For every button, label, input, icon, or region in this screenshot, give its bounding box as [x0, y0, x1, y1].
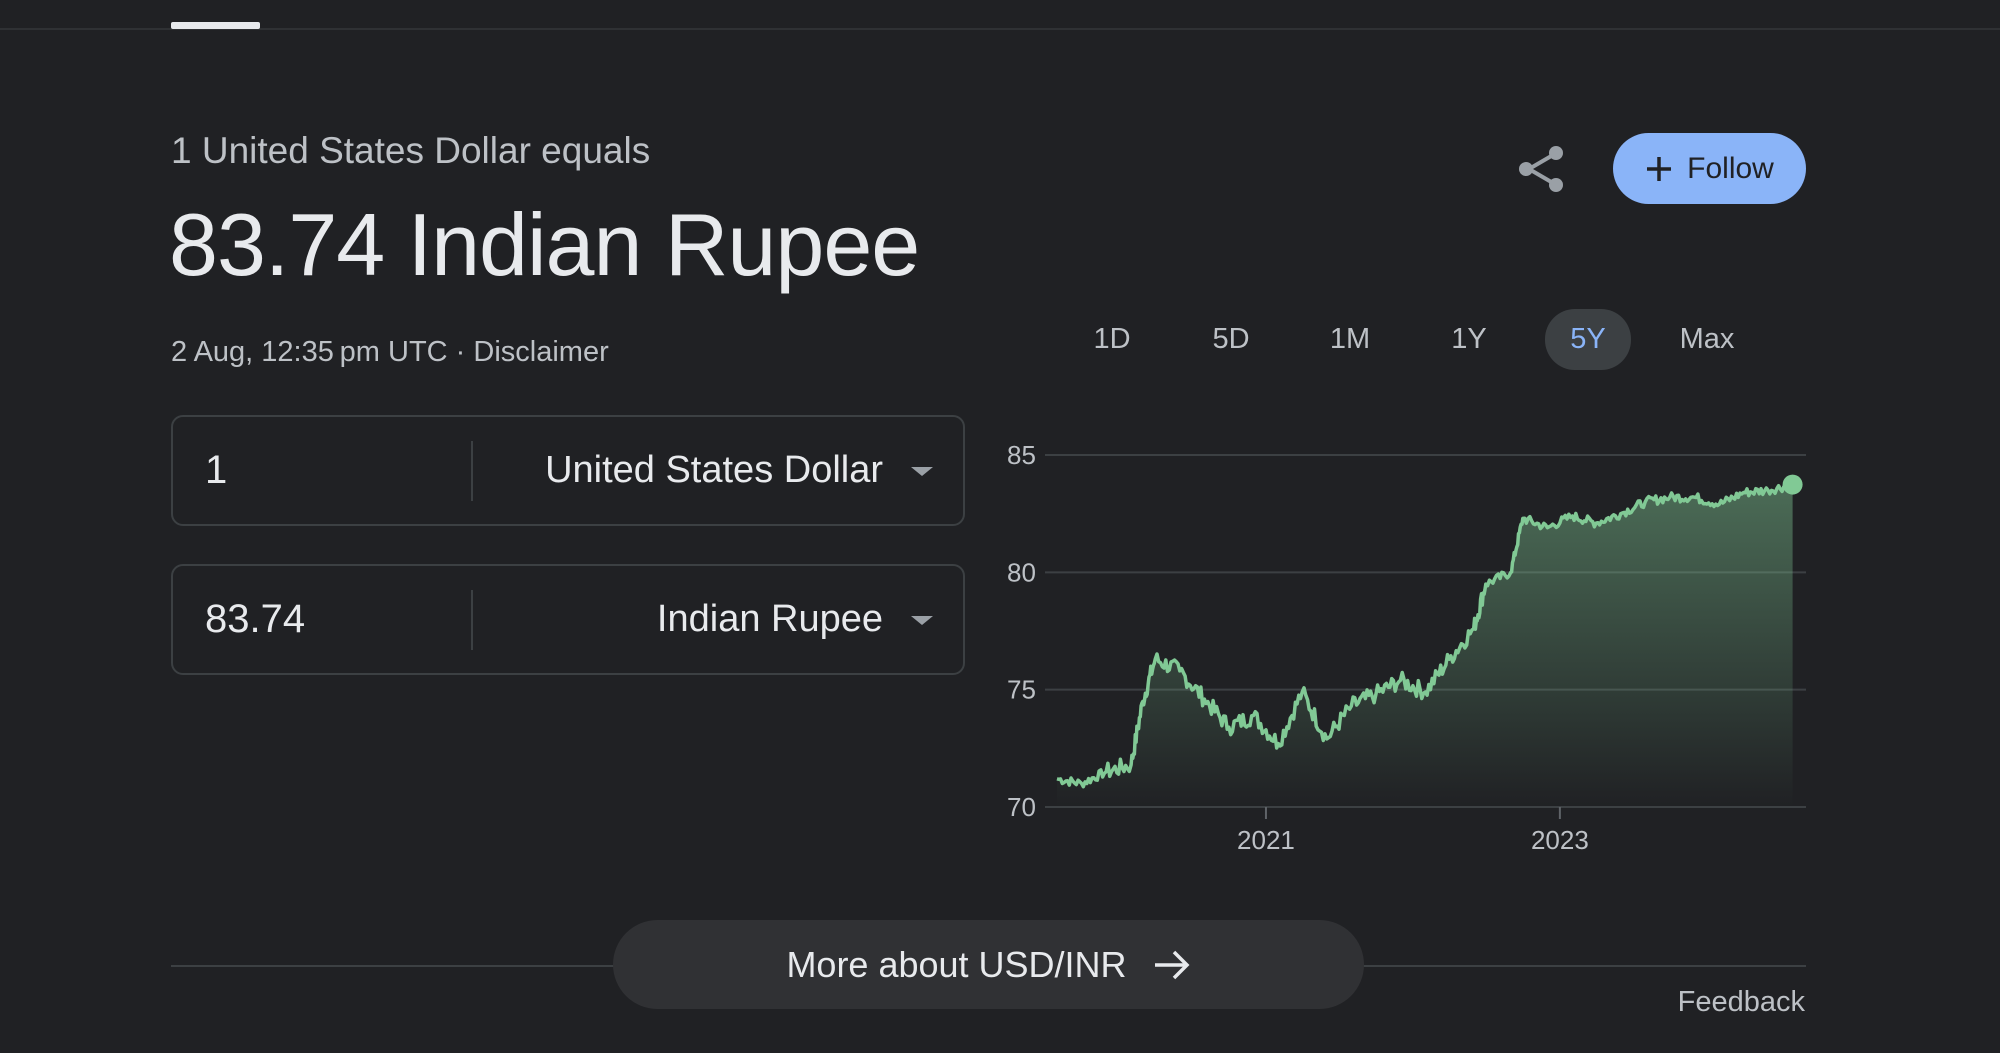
follow-button[interactable]: Follow — [1613, 133, 1806, 204]
more-about-label: More about USD/INR — [786, 943, 1127, 985]
latest-point — [1782, 474, 1803, 495]
active-tab-indicator — [171, 22, 260, 29]
chevron-down-icon[interactable] — [911, 466, 933, 476]
range-tab-5d[interactable]: 5D — [1212, 323, 1250, 355]
follow-label: Follow — [1687, 151, 1774, 185]
more-about-button[interactable]: More about USD/INR — [613, 920, 1364, 1009]
share-button[interactable] — [1512, 139, 1572, 199]
top-divider — [0, 28, 2000, 30]
share-icon — [1519, 146, 1563, 192]
to-amount-input[interactable]: 83.74 — [205, 597, 306, 641]
y-tick-label: 80 — [1007, 557, 1036, 587]
range-tab-5y[interactable]: 5Y — [1545, 309, 1631, 370]
x-tick-label: 2023 — [1531, 825, 1589, 855]
series-line — [1056, 480, 1794, 789]
range-tab-1m[interactable]: 1M — [1329, 323, 1371, 355]
y-tick-label: 75 — [1007, 675, 1036, 705]
range-tabs: 1D 5D 1M 1Y 5Y Max — [1069, 309, 1783, 370]
to-currency-select[interactable]: Indian Rupee — [656, 598, 883, 640]
range-tab-1d[interactable]: 1D — [1093, 323, 1131, 355]
converted-value-heading: 83.74 Indian Rupee — [169, 195, 920, 294]
field-divider — [471, 441, 473, 501]
y-tick-label: 85 — [1007, 440, 1036, 470]
arrow-right-icon — [1153, 949, 1191, 981]
timestamp-line: 2 Aug, 12:35 pm UTC · Disclaimer — [171, 336, 609, 369]
from-currency-select[interactable]: United States Dollar — [545, 449, 883, 491]
feedback-link[interactable]: Feedback — [1677, 986, 1805, 1018]
range-tab-max[interactable]: Max — [1679, 323, 1735, 355]
disclaimer-link[interactable]: Disclaimer — [473, 336, 609, 368]
from-currency-row: 1 United States Dollar — [171, 415, 965, 526]
timestamp: 2 Aug, 12:35 pm UTC — [171, 336, 448, 368]
field-divider — [471, 590, 473, 650]
plus-icon — [1645, 155, 1673, 183]
y-tick-label: 70 — [1007, 792, 1036, 822]
separator: · — [447, 336, 474, 368]
chevron-down-icon[interactable] — [911, 615, 933, 625]
x-tick-label: 2021 — [1237, 825, 1295, 855]
to-currency-row: 83.74 Indian Rupee — [171, 564, 965, 675]
from-amount-input[interactable]: 1 — [205, 448, 228, 492]
range-tab-1y[interactable]: 1Y — [1451, 323, 1487, 355]
series-area — [1057, 482, 1793, 807]
conversion-caption: 1 United States Dollar equals — [171, 130, 651, 171]
